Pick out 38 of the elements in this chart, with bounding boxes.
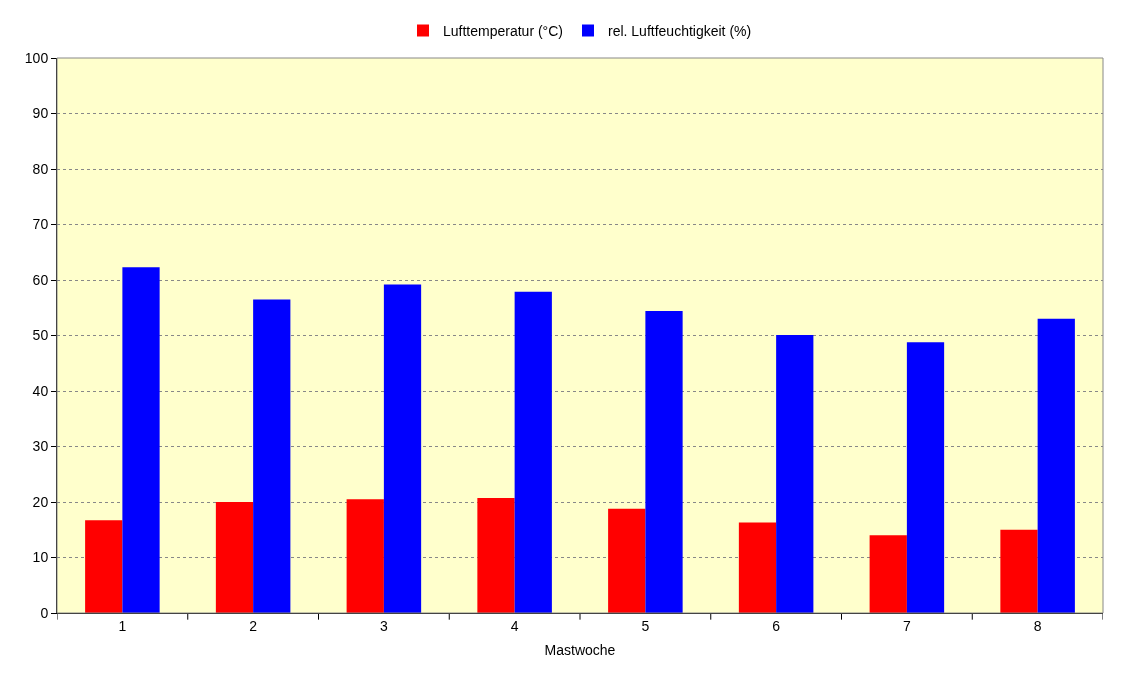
x-tick-label: 8 xyxy=(1033,617,1042,634)
x-tick-label: 7 xyxy=(902,617,911,634)
bar xyxy=(869,535,907,613)
bar xyxy=(608,508,646,613)
bar xyxy=(85,520,123,613)
bar xyxy=(477,498,515,613)
y-tick-label: 40 xyxy=(32,382,49,399)
bar xyxy=(122,267,160,613)
bar xyxy=(645,311,683,613)
y-tick-label: 50 xyxy=(32,327,49,344)
x-tick-label: 5 xyxy=(641,617,650,634)
y-tick-label: 20 xyxy=(32,493,49,510)
x-axis-title: Mastwoche xyxy=(544,642,616,659)
bar xyxy=(776,334,814,613)
y-tick-label: 100 xyxy=(24,49,49,66)
bar xyxy=(906,342,945,613)
x-tick-label: 4 xyxy=(510,617,519,634)
y-tick-label: 70 xyxy=(32,216,49,233)
y-tick-label: 90 xyxy=(32,105,49,122)
legend-label: rel. Luftfeuchtigkeit (%) xyxy=(607,22,752,39)
x-tick-label: 1 xyxy=(118,617,127,634)
bar xyxy=(1000,529,1038,613)
y-tick-label: 60 xyxy=(32,271,49,288)
legend-label: Lufttemperatur (°C) xyxy=(443,22,563,39)
y-tick-label: 0 xyxy=(40,604,49,621)
x-tick-label: 3 xyxy=(379,617,388,634)
x-tick-label: 2 xyxy=(249,617,258,634)
x-tick-label: 6 xyxy=(772,617,781,634)
y-tick-label: 10 xyxy=(32,549,49,566)
bar xyxy=(215,502,254,613)
bar xyxy=(253,299,291,613)
bar xyxy=(346,499,384,613)
bar xyxy=(1037,318,1075,613)
bar xyxy=(738,522,777,613)
y-tick-label: 30 xyxy=(32,438,49,455)
y-tick-label: 80 xyxy=(32,160,49,177)
bar xyxy=(383,284,422,613)
bar xyxy=(514,291,552,613)
